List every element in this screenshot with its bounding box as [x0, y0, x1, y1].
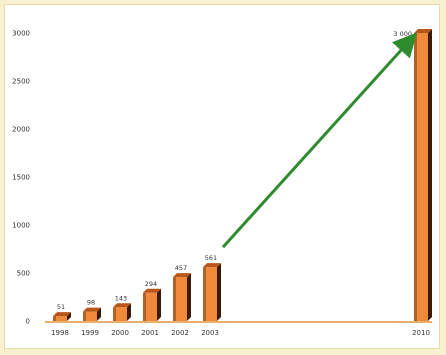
data-label: 51: [57, 303, 65, 311]
bar-front: [83, 311, 97, 321]
bar-2002: [173, 273, 191, 321]
data-label: 457: [175, 264, 187, 272]
y-tick-label: 500: [17, 270, 30, 278]
bar-shade: [414, 33, 417, 321]
data-label: 98: [87, 299, 95, 307]
bar-1999: [83, 307, 101, 321]
bar-front: [173, 277, 187, 321]
bar-2000: [113, 303, 131, 321]
x-tick-label: 2000: [111, 329, 129, 337]
bar-top: [143, 288, 161, 293]
bar-top: [113, 303, 131, 308]
bar-shade: [143, 292, 146, 321]
bar-side: [217, 263, 221, 321]
bar-side: [67, 312, 71, 321]
y-tick-label: 2000: [12, 126, 30, 134]
bar-shade: [83, 311, 86, 321]
y-axis-labels: 0 500 1000 1500 2000 2500 3000: [12, 30, 30, 326]
x-tick-label: 2001: [141, 329, 159, 337]
bar-shade: [113, 307, 116, 321]
bar-2003: [203, 263, 221, 321]
data-labels: 51 98 143 294 457 561 3 000: [57, 30, 412, 311]
bar-side: [187, 273, 191, 321]
bar-shade: [53, 316, 56, 321]
y-tick-label: 2500: [12, 78, 30, 86]
x-axis-labels: 1998 1999 2000 2001 2002 2003 2010: [51, 329, 430, 337]
bar-front: [113, 307, 127, 321]
bar-1998: [53, 312, 71, 321]
data-label: 294: [145, 280, 157, 288]
trend-overlay: [45, 32, 432, 323]
bars: [53, 29, 432, 321]
bar-side: [428, 29, 432, 321]
bar-shade: [203, 267, 206, 321]
bar-2001: [143, 288, 161, 321]
bar-top: [83, 307, 101, 312]
y-tick-label: 3000: [12, 30, 30, 38]
bar-side: [157, 288, 161, 321]
x-tick-label: 1998: [51, 329, 69, 337]
y-tick-label: 1500: [12, 174, 30, 182]
y-tick-label: 1000: [12, 222, 30, 230]
trend-arrow: [221, 32, 418, 249]
bar-front: [414, 33, 428, 321]
bar-top: [414, 29, 432, 33]
bar-front: [203, 267, 217, 321]
x-tick-label: 2003: [201, 329, 219, 337]
bar-front: [53, 316, 67, 321]
data-label: 143: [115, 294, 127, 302]
bar-shade: [173, 277, 176, 321]
bar-top: [53, 312, 71, 317]
bar-top: [203, 263, 221, 268]
bar-2010: [414, 29, 432, 321]
x-tick-label: 2002: [171, 329, 189, 337]
x-tick-label: 1999: [81, 329, 99, 337]
bar-side: [97, 307, 101, 321]
data-label: 3 000: [393, 30, 412, 38]
bar-side: [127, 303, 131, 321]
chart-frame: [4, 4, 440, 349]
y-tick-label: 0: [26, 318, 30, 326]
x-tick-label: 2010: [412, 329, 430, 337]
bar-front: [143, 292, 157, 321]
data-label: 561: [205, 254, 217, 262]
bar-top: [173, 273, 191, 278]
